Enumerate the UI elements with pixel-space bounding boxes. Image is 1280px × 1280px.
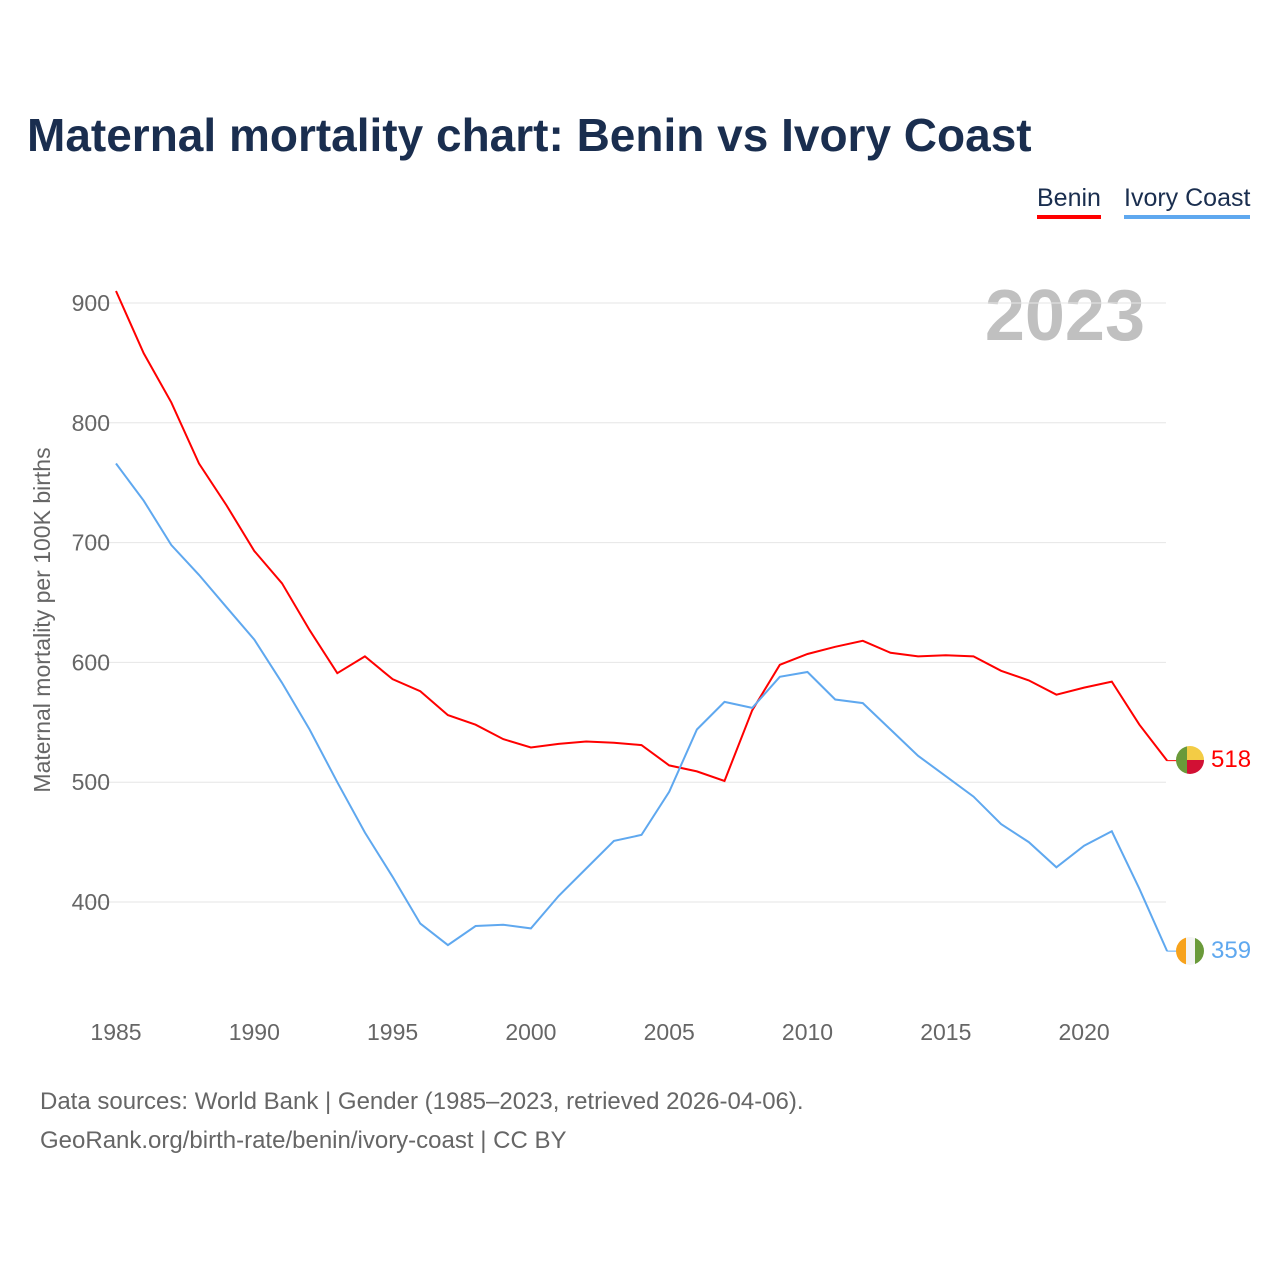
- x-tick-label: 2010: [782, 1019, 833, 1045]
- y-tick-label: 900: [72, 290, 110, 316]
- series-line-ivory-coast: [115, 462, 1169, 952]
- x-tick-label: 2015: [920, 1019, 971, 1045]
- chart-title: Maternal mortality chart: Benin vs Ivory…: [27, 109, 1032, 161]
- x-tick-label: 2005: [644, 1019, 695, 1045]
- x-tick-label: 2020: [1059, 1019, 1110, 1045]
- footer-source: Data sources: World Bank | Gender (1985–…: [40, 1088, 804, 1115]
- benin-end-value: 518: [1211, 746, 1251, 773]
- y-tick-label: 500: [72, 769, 110, 795]
- benin-flag-icon: [1176, 746, 1204, 774]
- year-label: 2023: [985, 276, 1145, 356]
- y-tick-label: 400: [72, 889, 110, 915]
- x-tick-label: 1995: [367, 1019, 418, 1045]
- x-tick-label: 2000: [505, 1019, 556, 1045]
- x-tick-label: 1990: [229, 1019, 280, 1045]
- y-tick-label: 600: [72, 649, 110, 675]
- y-tick-label: 800: [72, 410, 110, 436]
- footer-url[interactable]: GeoRank.org/birth-rate/benin/ivory-coast…: [40, 1127, 567, 1154]
- series-line-benin: [115, 290, 1168, 783]
- y-tick-label: 700: [72, 530, 110, 556]
- legend-ivory-coast[interactable]: Ivory Coast: [1124, 184, 1251, 219]
- ivory-coast-flag-icon: [1176, 937, 1204, 965]
- y-axis-label: Maternal mortality per 100K births: [29, 447, 55, 792]
- legend-benin[interactable]: Benin: [1037, 184, 1101, 219]
- x-tick-label: 1985: [90, 1019, 141, 1045]
- ivory-coast-end-value: 359: [1211, 937, 1251, 964]
